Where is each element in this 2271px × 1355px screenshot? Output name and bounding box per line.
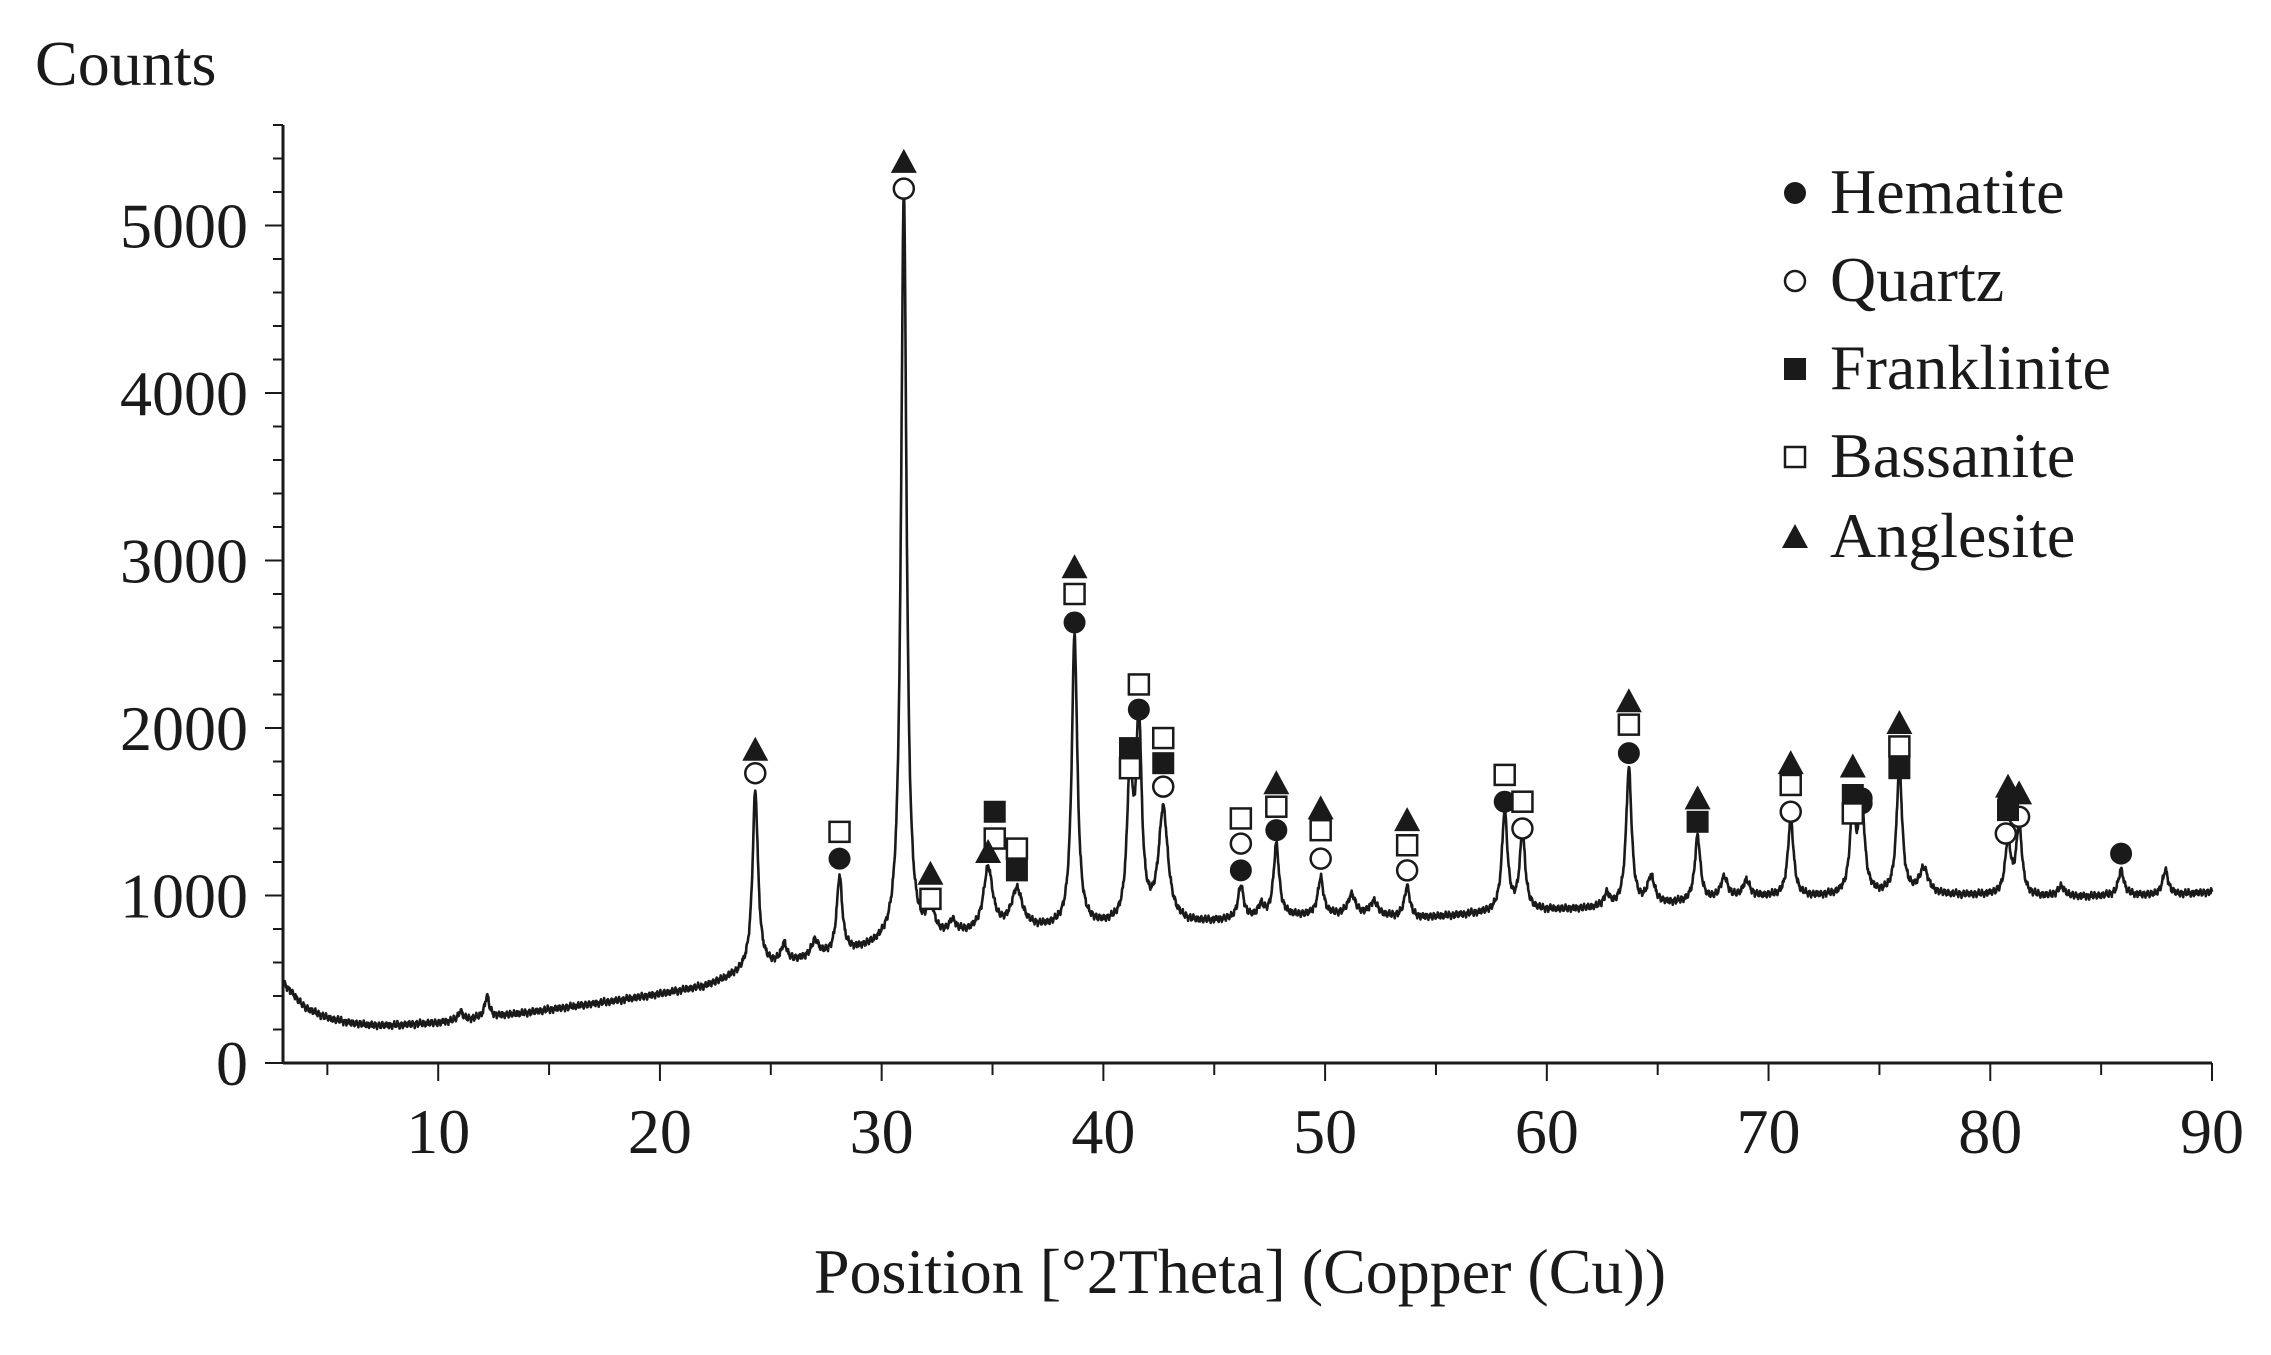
bassanite-marker <box>1511 790 1534 813</box>
franklinite-marker <box>1005 859 1028 882</box>
quartz-marker <box>1309 847 1332 870</box>
bassanite-marker <box>1229 807 1253 830</box>
franklinite-marker <box>983 800 1006 823</box>
bassanite-marker <box>1005 837 1029 860</box>
anglesite-marker <box>1684 785 1711 810</box>
bassanite-marker <box>1063 582 1086 606</box>
x-tick-label: 60 <box>1515 1096 1579 1167</box>
bassanite-marker <box>828 820 851 844</box>
legend-franklinite-icon <box>1784 358 1806 380</box>
anglesite-marker <box>1263 770 1290 795</box>
bassanite-marker <box>1779 773 1802 797</box>
bassanite-marker <box>1888 735 1911 758</box>
legend-quartz-label: Quartz <box>1830 244 2004 315</box>
pattern-curve-layer <box>281 188 2214 1031</box>
hematite-marker <box>828 847 851 870</box>
legend-quartz-icon <box>1783 269 1807 293</box>
franklinite-marker <box>1997 799 2020 822</box>
hematite-marker <box>2110 842 2133 865</box>
quartz-marker <box>892 177 916 200</box>
x-tick-label: 80 <box>1958 1096 2022 1167</box>
y-tick-label: 4000 <box>120 358 248 429</box>
bassanite-marker <box>1118 756 1142 780</box>
bassanite-marker <box>919 887 942 911</box>
hematite-marker <box>1493 790 1516 813</box>
legend-franklinite-label: Franklinite <box>1830 332 2111 403</box>
xrd-pattern-line <box>281 188 2214 1031</box>
bassanite-marker <box>1265 795 1288 818</box>
bassanite-marker <box>1493 763 1516 787</box>
legend-bassanite-label: Bassanite <box>1830 420 2075 491</box>
quartz-marker <box>1395 859 1419 882</box>
anglesite-marker <box>2006 780 2033 805</box>
bassanite-marker <box>1617 713 1641 736</box>
franklinite-marker <box>1118 737 1141 760</box>
hematite-marker <box>1229 859 1252 882</box>
bassanite-marker <box>1151 726 1175 750</box>
anglesite-marker <box>1394 807 1421 832</box>
x-tick-label: 70 <box>1737 1096 1801 1167</box>
y-tick-label: 0 <box>216 1028 248 1099</box>
quartz-marker <box>744 761 767 785</box>
anglesite-marker <box>1615 688 1642 713</box>
hematite-marker <box>1617 742 1640 765</box>
quartz-marker <box>1511 817 1534 840</box>
y-tick-label: 2000 <box>120 693 248 764</box>
quartz-marker <box>1994 822 2018 845</box>
y-axis-title: Counts <box>35 28 216 99</box>
anglesite-marker <box>975 838 1002 863</box>
x-tick-label: 20 <box>628 1096 692 1167</box>
x-tick-label: 10 <box>406 1096 470 1167</box>
y-tick-label: 3000 <box>120 526 248 597</box>
y-tick-label: 5000 <box>120 191 248 262</box>
legend-hematite-label: Hematite <box>1830 156 2065 227</box>
bassanite-marker <box>1309 818 1332 842</box>
legend-anglesite-icon <box>1782 524 1808 548</box>
anglesite-marker <box>917 860 944 885</box>
bassanite-marker <box>1841 802 1865 825</box>
hematite-marker <box>1063 611 1086 634</box>
anglesite-marker <box>742 736 769 761</box>
phase-markers <box>742 148 2133 911</box>
legend-bassanite-icon <box>1783 445 1807 469</box>
legend-anglesite-label: Anglesite <box>1830 500 2075 571</box>
anglesite-marker <box>1307 795 1334 820</box>
anglesite-marker <box>890 148 917 173</box>
legend-hematite-icon <box>1784 182 1806 204</box>
quartz-marker <box>1151 775 1175 798</box>
x-tick-label: 50 <box>1293 1096 1357 1167</box>
anglesite-marker <box>1061 554 1088 579</box>
x-tick-label: 30 <box>850 1096 914 1167</box>
bassanite-marker <box>1395 834 1419 857</box>
anglesite-marker <box>1886 709 1913 734</box>
hematite-marker <box>1127 698 1150 721</box>
bassanite-marker <box>1127 673 1151 696</box>
franklinite-marker <box>1888 757 1911 780</box>
franklinite-marker <box>1686 810 1709 833</box>
quartz-marker <box>1229 832 1253 855</box>
x-tick-label: 90 <box>2180 1096 2244 1167</box>
franklinite-marker <box>1841 784 1864 806</box>
axis-ticks: 0 1000 2000 3000 4000 5000 10 20 30 40 50 60 70 80 90 <box>120 124 2244 1167</box>
quartz-marker <box>1779 800 1802 823</box>
x-tick-label: 40 <box>1071 1096 1135 1167</box>
legend: Hematite Quartz Franklinite Bassanite Angles… <box>1782 156 2111 571</box>
x-axis-title: Position [°2Theta] (Copper (Cu)) <box>814 1236 1666 1307</box>
franklinite-marker <box>1152 752 1175 775</box>
y-tick-label: 1000 <box>120 861 248 932</box>
anglesite-marker <box>1777 750 1804 775</box>
hematite-marker <box>1265 819 1288 842</box>
anglesite-marker <box>1839 753 1866 778</box>
